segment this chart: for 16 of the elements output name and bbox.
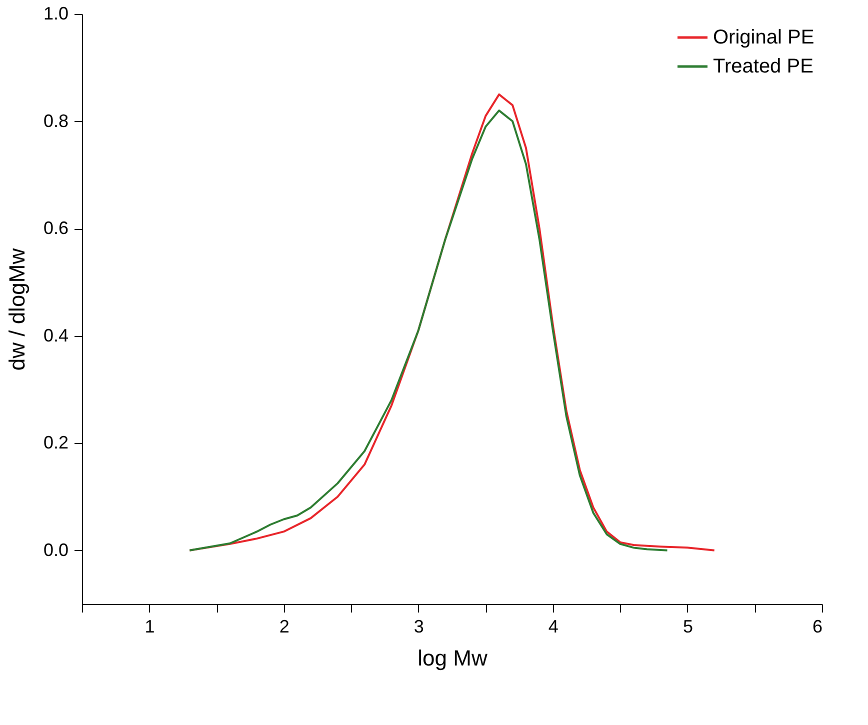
x-tick-label: 5 — [682, 616, 693, 636]
x-tick-label: 1 — [144, 616, 155, 636]
y-axis-title: dw / dlogMw — [4, 248, 30, 371]
y-tick-label: 0.4 — [43, 325, 68, 346]
x-tick-label: 3 — [414, 616, 424, 636]
x-tick-label: 2 — [279, 616, 290, 636]
y-tick-label: 0.2 — [43, 432, 68, 453]
y-tick-label: 0.8 — [43, 110, 68, 131]
y-tick-label: 1.0 — [43, 4, 68, 24]
x-tick-label: 4 — [548, 616, 558, 636]
y-tick-label: 0.0 — [43, 540, 68, 560]
y-tick-label: 0.6 — [43, 218, 68, 238]
legend-label: Original PE — [713, 26, 814, 48]
x-tick-label: 6 — [812, 616, 822, 636]
x-axis-title: log Mw — [418, 646, 488, 670]
legend-label: Treated PE — [713, 56, 814, 78]
